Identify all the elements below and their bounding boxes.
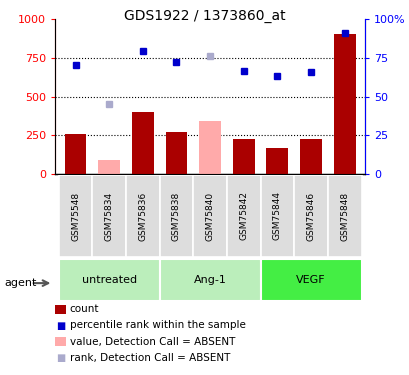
Bar xyxy=(260,258,361,301)
Text: VEGF: VEGF xyxy=(296,275,325,285)
Bar xyxy=(165,132,187,174)
Text: untreated: untreated xyxy=(81,275,137,285)
Text: GSM75836: GSM75836 xyxy=(138,191,147,241)
Bar xyxy=(98,160,120,174)
Bar xyxy=(132,112,153,174)
Bar xyxy=(227,175,260,257)
Text: GDS1922 / 1373860_at: GDS1922 / 1373860_at xyxy=(124,9,285,23)
Bar xyxy=(159,258,260,301)
Text: rank, Detection Call = ABSENT: rank, Detection Call = ABSENT xyxy=(70,353,229,363)
Text: GSM75834: GSM75834 xyxy=(104,191,113,241)
Bar xyxy=(294,175,327,257)
Bar xyxy=(260,175,294,257)
Bar xyxy=(58,175,92,257)
Bar xyxy=(126,175,159,257)
Bar xyxy=(159,175,193,257)
Text: ■: ■ xyxy=(56,353,65,363)
Bar xyxy=(266,148,288,174)
Text: GSM75846: GSM75846 xyxy=(306,191,315,241)
Text: GSM75844: GSM75844 xyxy=(272,192,281,240)
Bar xyxy=(327,175,361,257)
Text: count: count xyxy=(70,304,99,314)
Bar xyxy=(299,140,321,174)
Text: Ang-1: Ang-1 xyxy=(193,275,226,285)
Bar xyxy=(232,139,254,174)
Bar xyxy=(199,122,220,174)
Text: agent: agent xyxy=(4,278,36,288)
Text: GSM75848: GSM75848 xyxy=(339,191,348,241)
Bar xyxy=(58,258,159,301)
Bar xyxy=(92,175,126,257)
Bar xyxy=(193,175,227,257)
Text: ■: ■ xyxy=(56,321,65,330)
Text: GSM75548: GSM75548 xyxy=(71,191,80,241)
Text: GSM75840: GSM75840 xyxy=(205,191,214,241)
Text: GSM75842: GSM75842 xyxy=(239,192,248,240)
Text: value, Detection Call = ABSENT: value, Detection Call = ABSENT xyxy=(70,337,234,346)
Bar xyxy=(333,34,355,174)
Bar xyxy=(65,134,86,174)
Text: percentile rank within the sample: percentile rank within the sample xyxy=(70,321,245,330)
Text: GSM75838: GSM75838 xyxy=(171,191,180,241)
